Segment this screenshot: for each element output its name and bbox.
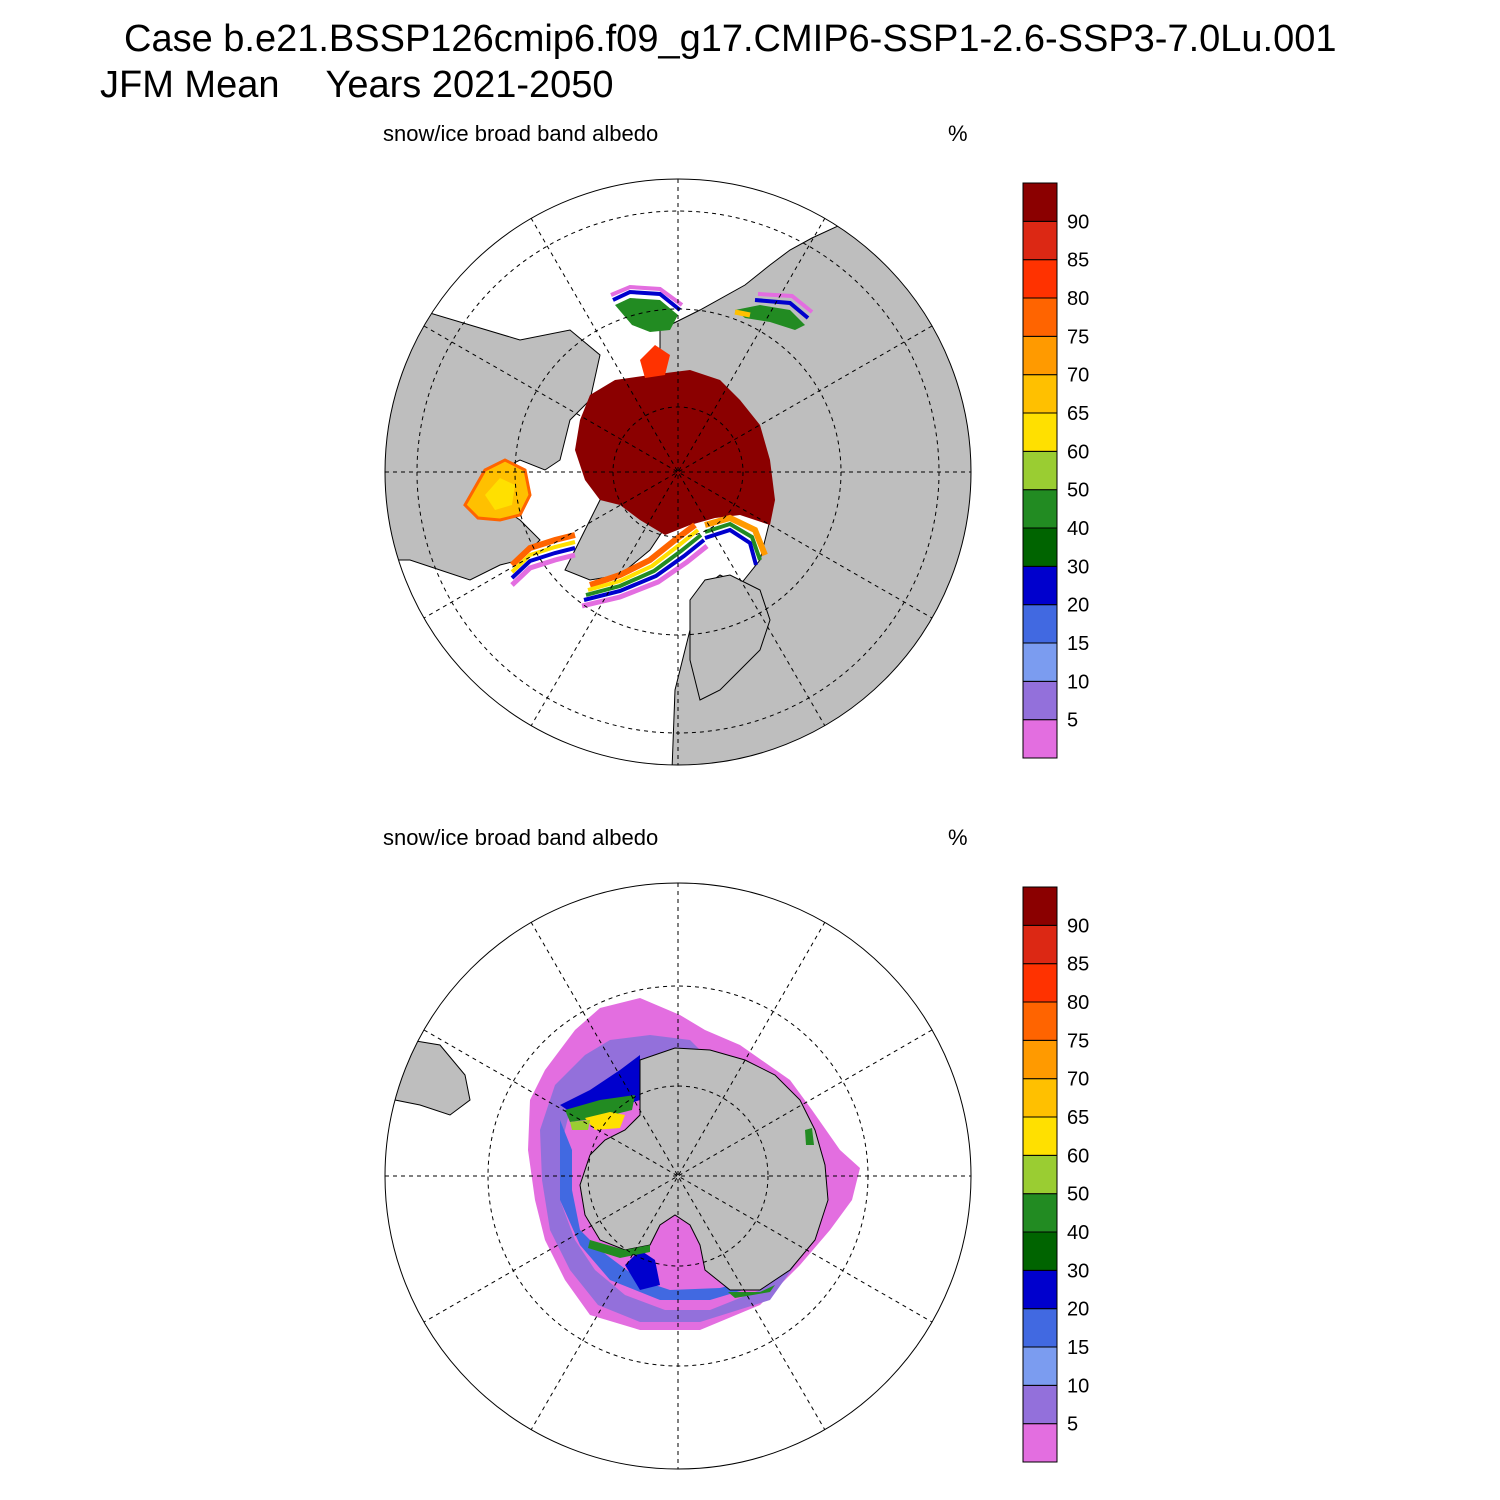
panel-sh-title: snow/ice broad band albedo (383, 825, 659, 850)
nh-colorbar-swatch (1022, 642, 1058, 682)
sh-colorbar: 5 10 15 20 30 40 50 60 65 70 75 80 85 90 (1022, 886, 1089, 1463)
nh-colorbar: 5 10 15 20 30 40 50 60 65 70 75 80 85 90 (1022, 182, 1089, 759)
nh-land-europe (689, 574, 771, 701)
nh-colorbar-tick-label: 5 (1067, 710, 1078, 732)
nh-colorbar-swatch (1022, 182, 1058, 222)
sh-colorbar-tick-label: 75 (1067, 1030, 1089, 1052)
sh-colorbar-swatch (1022, 924, 1058, 965)
nh-colorbar-tick-label: 30 (1067, 556, 1089, 578)
sh-colorbar-swatch (1022, 1269, 1058, 1310)
nh-colorbar-tick-label: 15 (1067, 633, 1089, 655)
nh-colorbar-swatch (1022, 489, 1058, 529)
sh-colorbar-swatch (1022, 1193, 1058, 1233)
nh-colorbar-swatch (1022, 719, 1058, 759)
period-title: JFM Mean Years 2021-2050 (100, 64, 614, 107)
case-title: Case b.e21.BSSP126cmip6.f09_g17.CMIP6-SS… (124, 18, 1337, 60)
sh-colorbar-tick-label: 65 (1067, 1107, 1089, 1129)
nh-ice-bering (615, 298, 678, 332)
nh-colorbar-tick-label: 10 (1067, 671, 1089, 693)
nh-colorbar-tick-label: 65 (1067, 403, 1089, 425)
nh-colorbar-tick-label: 40 (1067, 518, 1089, 540)
sh-land-antarctica (579, 1047, 829, 1291)
nh-ice-edge-labrador (509, 532, 576, 568)
sh-colorbar-swatch (1022, 1001, 1058, 1041)
sh-colorbar-swatch (1022, 1423, 1058, 1463)
sh-colorbar-tick-label: 80 (1067, 992, 1089, 1014)
nh-colorbar-tick-label: 85 (1067, 250, 1089, 272)
sh-colorbar-swatch (1022, 1078, 1058, 1118)
nh-ice-okhotsk (735, 305, 805, 330)
panel-nh-title: snow/ice broad band albedo (383, 121, 659, 146)
nh-ice-core (575, 370, 775, 535)
sh-colorbar-tick-label: 50 (1067, 1184, 1089, 1206)
nh-ice-edge-atlantic (589, 522, 697, 588)
sh-colorbar-tick-label: 90 (1067, 915, 1089, 937)
sh-colorbar-tick-label: 30 (1067, 1260, 1089, 1282)
nh-colorbar-tick-label: 50 (1067, 480, 1089, 502)
sh-colorbar-swatch (1022, 1384, 1058, 1425)
nh-colorbar-swatch (1022, 297, 1058, 337)
nh-colorbar-swatch (1022, 565, 1058, 606)
sh-colorbar-swatch (1022, 1308, 1058, 1348)
sh-colorbar-tick-label: 60 (1067, 1145, 1089, 1167)
sh-colorbar-swatch (1022, 1231, 1058, 1271)
nh-colorbar-swatch (1022, 220, 1058, 261)
nh-colorbar-tick-label: 70 (1067, 365, 1089, 387)
nh-colorbar-swatch (1022, 604, 1058, 644)
sh-colorbar-swatch (1022, 1039, 1058, 1080)
sh-colorbar-swatch (1022, 886, 1058, 926)
nh-colorbar-swatch (1022, 450, 1058, 491)
sh-colorbar-tick-label: 40 (1067, 1222, 1089, 1244)
panel-sh-units: % (948, 825, 968, 850)
nh-colorbar-tick-label: 90 (1067, 211, 1089, 233)
sh-colorbar-swatch (1022, 1346, 1058, 1386)
nh-colorbar-swatch (1022, 527, 1058, 567)
sh-colorbar-tick-label: 85 (1067, 954, 1089, 976)
sh-colorbar-tick-label: 70 (1067, 1069, 1089, 1091)
nh-colorbar-tick-label: 75 (1067, 326, 1089, 348)
season-label: JFM Mean (100, 64, 280, 106)
sh-colorbar-tick-label: 5 (1067, 1414, 1078, 1436)
nh-colorbar-swatch (1022, 680, 1058, 721)
sh-colorbar-swatch (1022, 1154, 1058, 1195)
panel-nh-units: % (948, 121, 968, 146)
sh-ice-weddell-green (565, 1095, 635, 1122)
sh-colorbar-swatch (1022, 963, 1058, 1003)
nh-colorbar-swatch (1022, 412, 1058, 452)
nh-colorbar-tick-label: 80 (1067, 288, 1089, 310)
sh-colorbar-tick-label: 10 (1067, 1375, 1089, 1397)
sh-colorbar-swatch (1022, 1116, 1058, 1156)
nh-colorbar-swatch (1022, 259, 1058, 299)
nh-colorbar-tick-label: 20 (1067, 595, 1089, 617)
nh-colorbar-swatch (1022, 335, 1058, 376)
sh-ice-band-10 (540, 1035, 795, 1322)
years-label: Years 2021-2050 (325, 64, 614, 106)
nh-ice-edge-barents (704, 514, 768, 557)
sh-colorbar-tick-label: 20 (1067, 1299, 1089, 1321)
sh-colorbar-tick-label: 15 (1067, 1337, 1089, 1359)
nh-colorbar-swatch (1022, 374, 1058, 414)
nh-colorbar-tick-label: 60 (1067, 441, 1089, 463)
sh-polar-map (384, 882, 972, 1470)
nh-polar-map (384, 178, 972, 766)
